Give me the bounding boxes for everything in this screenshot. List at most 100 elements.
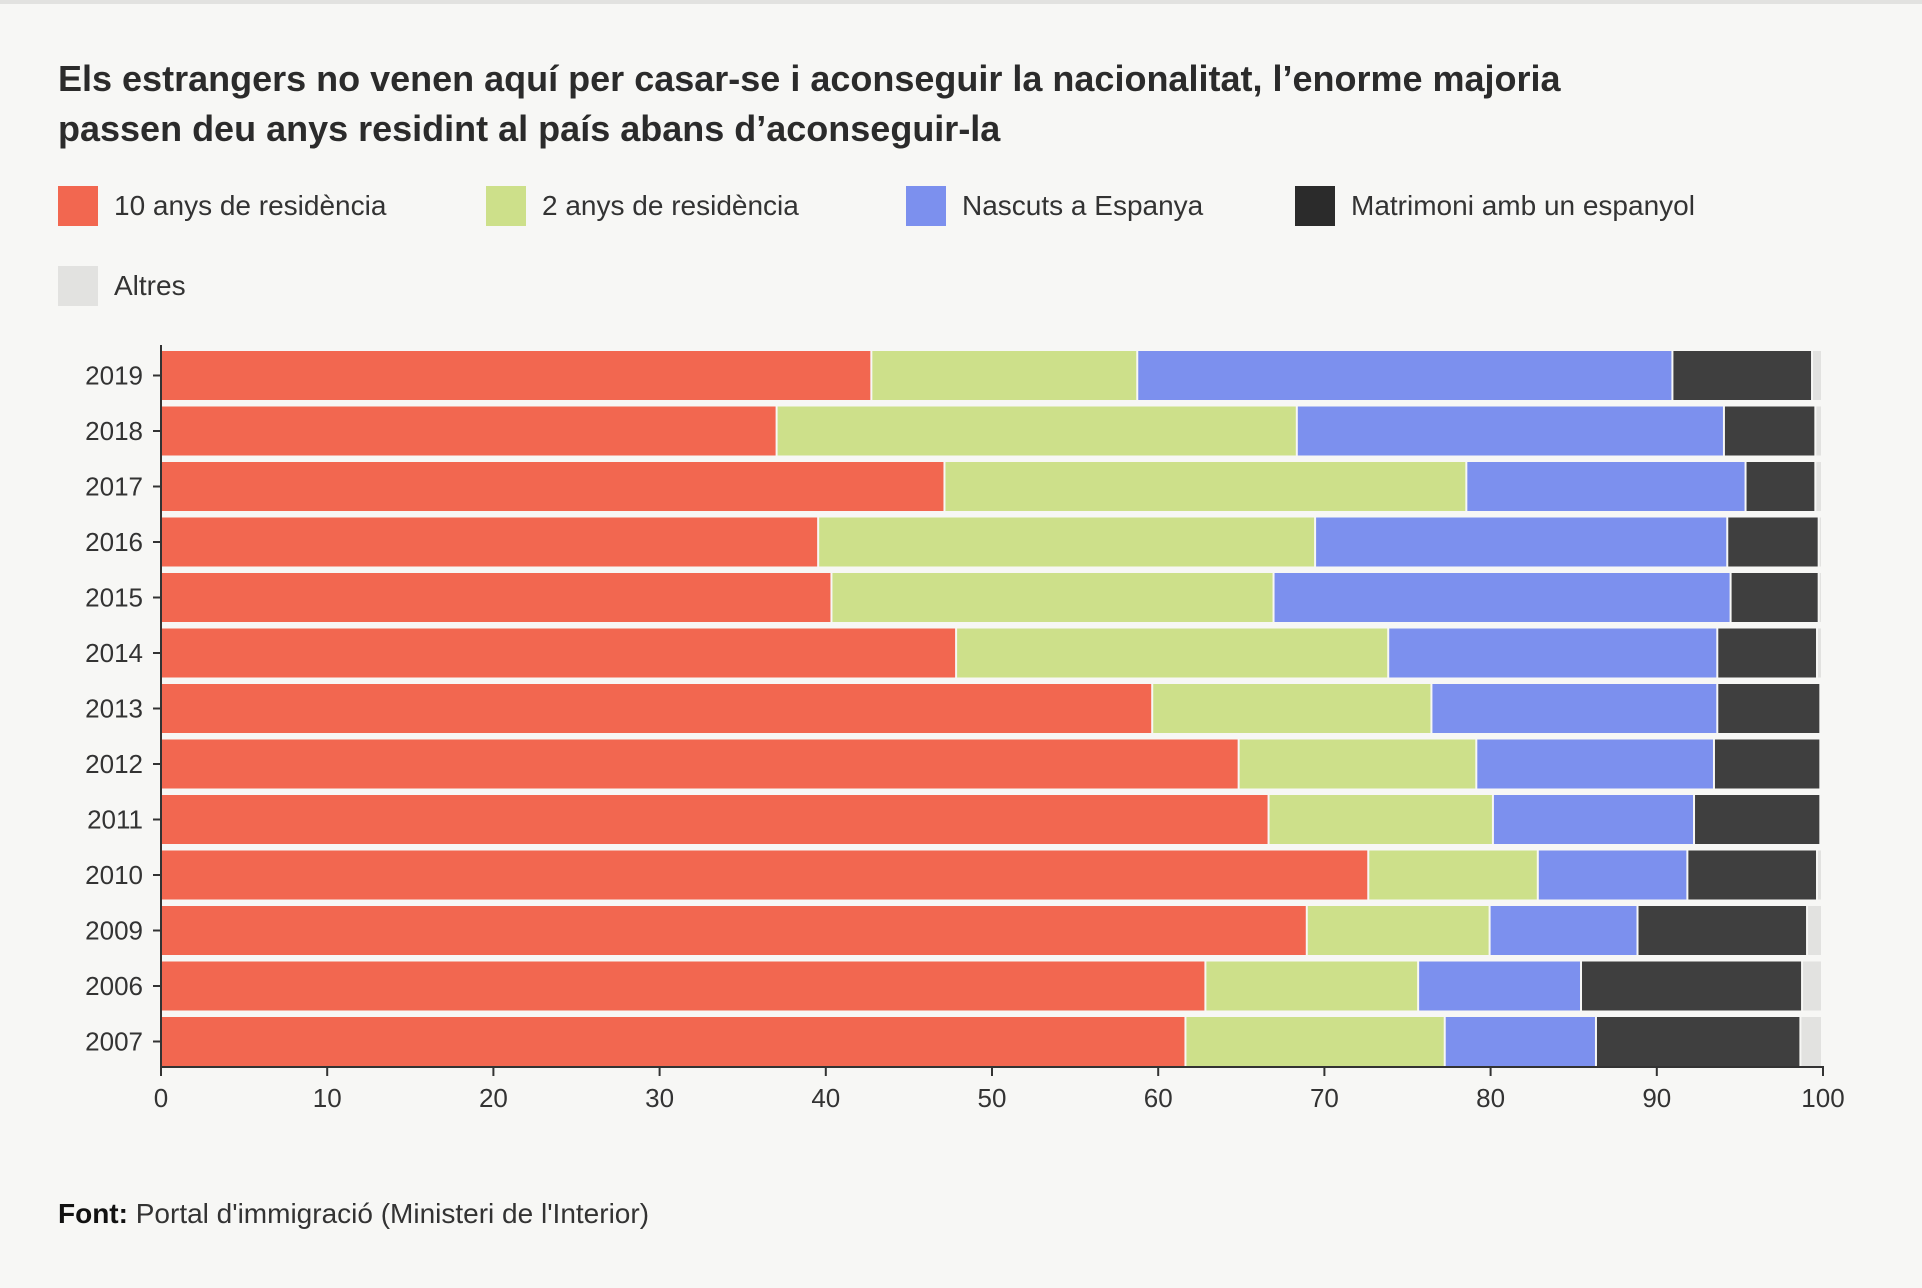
y-tick-label: 2016 [85, 527, 143, 557]
bar-segment [161, 573, 831, 622]
legend-swatch [1295, 186, 1335, 226]
bar-segment [1731, 573, 1818, 622]
y-tick-label: 2013 [85, 694, 143, 724]
y-tick-label: 2012 [85, 749, 143, 779]
bar-segment [1419, 961, 1581, 1011]
bar-segment [161, 1017, 1185, 1066]
x-tick-label: 70 [1310, 1083, 1339, 1113]
bar-segment [1206, 961, 1418, 1011]
bar-segment [957, 628, 1388, 678]
legend-item-altres: Altres [58, 266, 186, 306]
bar-segment [1808, 906, 1821, 955]
bar-segment [161, 517, 818, 567]
x-tick-label: 30 [645, 1083, 674, 1113]
bar-segment [161, 906, 1306, 955]
y-tick-label: 2010 [85, 860, 143, 890]
bar-segment [1803, 961, 1821, 1011]
bar-segment [1596, 1017, 1800, 1066]
bar-chart: 2019 2018 2017 2016 2015 2014 2013 2012 2011 2010… [85, 345, 1845, 1113]
chart-title: Els estrangers no venen aquí per casar-s… [58, 54, 1858, 154]
bar-segment [1688, 850, 1817, 900]
bar-segment [1695, 795, 1820, 844]
y-tick-label: 2019 [85, 361, 143, 391]
bar-segment [1728, 517, 1818, 567]
bar-segment [1153, 684, 1431, 733]
y-tick-label: 2014 [85, 638, 143, 668]
bar-segment [1445, 1017, 1595, 1066]
bar-segment [1816, 462, 1821, 511]
bar-segment [1819, 517, 1821, 567]
bar-segment [832, 573, 1273, 622]
bar-segment [1432, 684, 1717, 733]
legend-label: 2 anys de residència [542, 190, 799, 221]
y-tick-label: 2015 [85, 583, 143, 613]
bar-segment [1369, 850, 1537, 900]
bar-segment [1389, 628, 1717, 678]
y-tick-label: 2007 [85, 1027, 143, 1057]
x-tick-label: 60 [1144, 1083, 1173, 1113]
bar-segment [161, 739, 1238, 789]
bar-segment [1316, 517, 1727, 567]
bar-segment [1467, 462, 1745, 511]
legend-swatch [486, 186, 526, 226]
bar-segment [1816, 406, 1821, 456]
bar-segment [1819, 573, 1821, 622]
bar-segment [1477, 739, 1713, 789]
x-tick-label: 50 [978, 1083, 1007, 1113]
x-tick-label: 90 [1642, 1083, 1671, 1113]
y-tick-label: 2009 [85, 916, 143, 946]
bar-segment [1801, 1017, 1821, 1066]
source-footer: Font: Portal d'immigració (Ministeri de … [58, 1198, 649, 1230]
legend-label: Altres [114, 270, 186, 301]
legend-label: 10 anys de residència [114, 190, 387, 221]
bar-segment [1297, 406, 1723, 456]
x-tick-label: 0 [154, 1083, 168, 1113]
legend-item-10-anys: 10 anys de residència [58, 186, 386, 226]
bar-segment [1582, 961, 1802, 1011]
legend-swatch [58, 186, 98, 226]
legend-label: Matrimoni amb un espanyol [1351, 190, 1695, 221]
bar-segment [161, 406, 776, 456]
y-tick-label: 2006 [85, 971, 143, 1001]
title-line-1: Els estrangers no venen aquí per casar-s… [58, 58, 1561, 99]
bar-segment [872, 351, 1137, 400]
bar-segment [1673, 351, 1812, 400]
bar-segment [777, 406, 1296, 456]
bar-segment [1718, 628, 1817, 678]
y-tick-label: 2017 [85, 472, 143, 502]
bar-segment [1274, 573, 1730, 622]
bar-segment [1493, 795, 1694, 844]
bar-segment [1818, 628, 1821, 678]
legend-swatch [906, 186, 946, 226]
y-tick-label: 2018 [85, 416, 143, 446]
legend-item-2-anys: 2 anys de residència [486, 186, 799, 226]
bar-segment [1718, 684, 1820, 733]
bar-segment [161, 351, 871, 400]
bar-segment [161, 850, 1368, 900]
bar-segment [161, 795, 1268, 844]
bar-segment [1138, 351, 1672, 400]
bar-segment [1818, 850, 1821, 900]
bar-segment [1746, 462, 1815, 511]
bar-segment [1269, 795, 1492, 844]
bar-segment [161, 684, 1152, 733]
legend-swatch [58, 266, 98, 306]
bar-segment [819, 517, 1315, 567]
bar-segment [161, 628, 956, 678]
bar-segment [1239, 739, 1476, 789]
x-tick-label: 100 [1801, 1083, 1844, 1113]
x-tick-label: 10 [313, 1083, 342, 1113]
bar-segment [161, 961, 1205, 1011]
bar-segment [161, 462, 944, 511]
x-tick-label: 40 [811, 1083, 840, 1113]
bar-segment [1638, 906, 1807, 955]
title-line-2: passen deu anys residint al país abans d… [58, 108, 1001, 149]
bar-segment [1714, 739, 1820, 789]
bar-segment [1186, 1017, 1444, 1066]
legend-item-nascuts: Nascuts a Espanya [906, 186, 1203, 226]
x-tick-label: 80 [1476, 1083, 1505, 1113]
y-tick-label: 2011 [87, 805, 143, 835]
bar-segment [1813, 351, 1821, 400]
bar-segment [1307, 906, 1489, 955]
source-text: Portal d'immigració (Ministeri de l'Inte… [127, 1198, 650, 1229]
